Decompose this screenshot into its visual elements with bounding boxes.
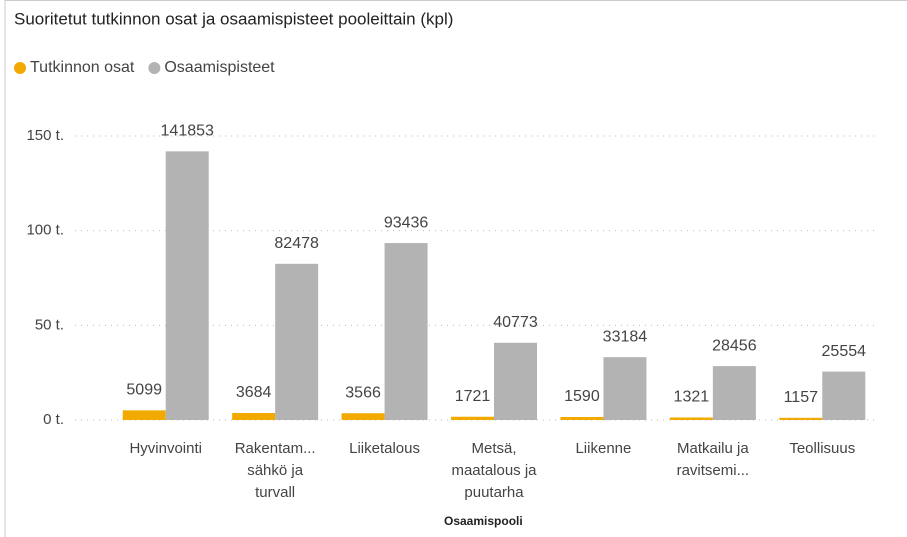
bar <box>560 416 604 420</box>
chart-title: Suoritetut tutkinnon osat ja osaamispist… <box>14 9 453 28</box>
bar <box>232 413 276 420</box>
data-label: 3684 <box>236 384 272 401</box>
data-label: 141853 <box>161 123 214 140</box>
bar <box>494 342 537 420</box>
data-label: 40773 <box>493 314 538 331</box>
bar <box>669 417 713 420</box>
data-label: 1157 <box>784 389 819 406</box>
data-label: 1721 <box>455 388 491 405</box>
x-tick-label: Hyvinvointi <box>129 440 202 457</box>
y-tick-label: 50 t. <box>35 316 64 333</box>
legend-marker <box>148 62 161 74</box>
y-tick-label: 0 t. <box>43 411 64 428</box>
bar <box>165 151 209 420</box>
data-label: 82478 <box>274 235 319 252</box>
x-tick-label: Teollisuus <box>789 440 856 457</box>
y-tick-label: 100 t. <box>26 222 64 239</box>
bar <box>822 371 866 420</box>
bar <box>341 413 385 420</box>
bar <box>779 417 823 420</box>
bar <box>122 410 166 420</box>
legend-label: Osaamispisteet <box>164 59 275 76</box>
x-tick-label: Metsä, maatalous ja puutarha <box>451 440 537 501</box>
data-label: 93436 <box>384 214 429 231</box>
x-axis-label: Osaamispooli <box>444 514 523 528</box>
bar <box>275 263 319 420</box>
bar <box>451 416 494 420</box>
legend-label: Tutkinnon osat <box>30 59 135 76</box>
x-tick-label: Matkailu ja ravitsemi... <box>676 440 750 479</box>
data-label: 1321 <box>674 389 710 406</box>
data-label: 25554 <box>822 343 867 360</box>
data-label: 1590 <box>564 388 600 405</box>
bar <box>712 366 756 420</box>
x-tick-label: Liiketalous <box>349 440 420 457</box>
x-tick-label: Rakentam... sähkö ja turvall <box>234 440 316 501</box>
data-label: 28456 <box>712 337 757 354</box>
data-label: 5099 <box>126 382 162 399</box>
data-label: 3566 <box>345 384 381 401</box>
y-tick-label: 150 t. <box>26 127 64 144</box>
bar <box>603 357 647 420</box>
x-tick-label: Liikenne <box>575 440 632 457</box>
bar <box>384 243 428 420</box>
data-label: 33184 <box>603 328 648 345</box>
legend-marker <box>14 62 26 74</box>
